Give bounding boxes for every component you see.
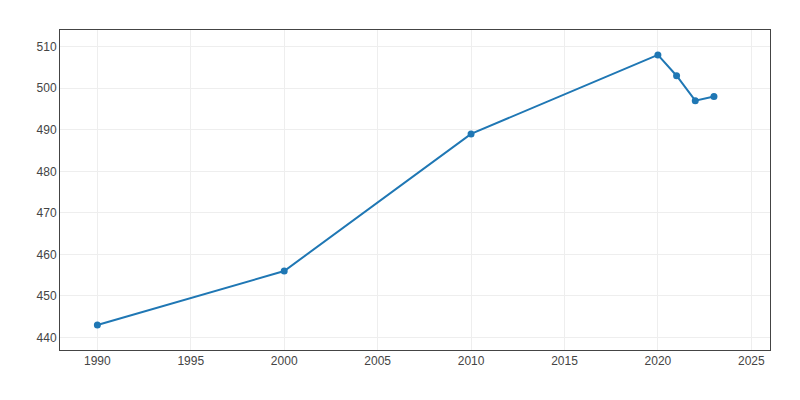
svg-text:500: 500 (37, 81, 57, 95)
svg-text:2015: 2015 (551, 354, 578, 368)
svg-text:2010: 2010 (458, 354, 485, 368)
svg-text:2020: 2020 (645, 354, 672, 368)
svg-text:510: 510 (37, 40, 57, 54)
svg-text:1990: 1990 (84, 354, 111, 368)
svg-text:2025: 2025 (738, 354, 765, 368)
svg-text:440: 440 (37, 331, 57, 345)
svg-text:490: 490 (37, 123, 57, 137)
svg-text:450: 450 (37, 289, 57, 303)
svg-text:470: 470 (37, 206, 57, 220)
svg-text:480: 480 (37, 165, 57, 179)
svg-text:2000: 2000 (271, 354, 298, 368)
svg-text:2005: 2005 (364, 354, 391, 368)
svg-text:460: 460 (37, 248, 57, 262)
svg-text:1995: 1995 (177, 354, 204, 368)
